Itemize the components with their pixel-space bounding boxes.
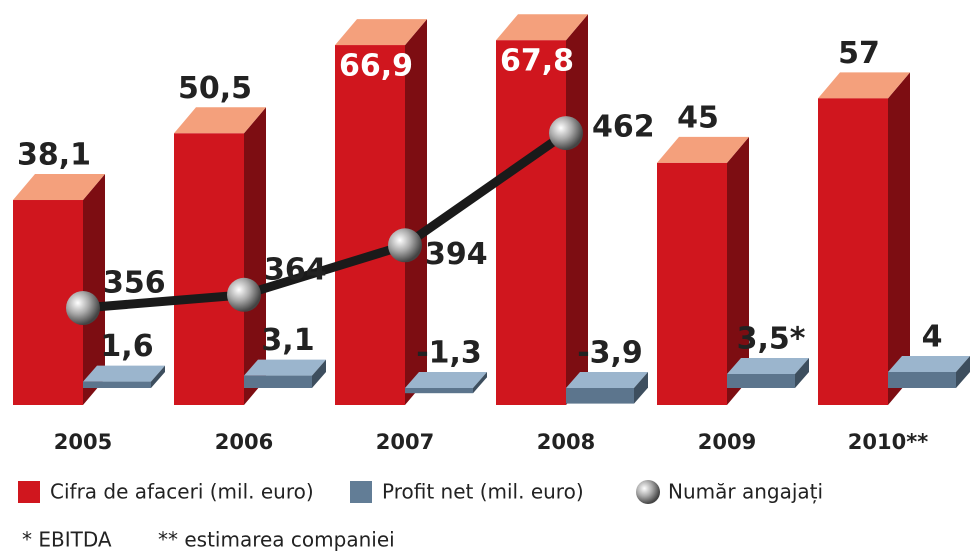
bar-side bbox=[888, 72, 910, 405]
bar bbox=[496, 40, 566, 406]
bar-side bbox=[405, 19, 427, 405]
bar-side bbox=[83, 174, 105, 405]
legend-label: Număr angajați bbox=[668, 480, 823, 504]
value-label: 462 bbox=[592, 110, 655, 145]
value-label: 4 bbox=[922, 320, 943, 355]
value-label: 3,5* bbox=[737, 322, 806, 357]
x-tick-label: 2010** bbox=[848, 430, 928, 454]
legend-label: Cifra de afaceri (mil. euro) bbox=[50, 480, 314, 504]
legend-swatch bbox=[18, 481, 40, 503]
footnote: * EBITDA bbox=[22, 528, 112, 552]
x-tick-label: 2008 bbox=[537, 430, 595, 454]
bar bbox=[818, 98, 888, 405]
bar-top bbox=[83, 365, 165, 382]
x-tick-label: 2006 bbox=[215, 430, 273, 454]
bar-top bbox=[818, 72, 910, 99]
bar-top bbox=[888, 356, 970, 372]
bar-top bbox=[727, 358, 809, 374]
value-label: 394 bbox=[425, 237, 488, 272]
x-tick-label: 2007 bbox=[376, 430, 434, 454]
bar bbox=[244, 375, 312, 388]
bar bbox=[888, 372, 956, 388]
bar-top bbox=[657, 136, 749, 163]
bar-top bbox=[405, 372, 487, 388]
bar-top bbox=[335, 19, 427, 46]
bar-top bbox=[244, 359, 326, 376]
bar bbox=[83, 381, 151, 388]
value-label: 1,6 bbox=[100, 329, 153, 364]
value-label: -3,9 bbox=[577, 336, 643, 371]
x-tick-label: 2009 bbox=[698, 430, 756, 454]
bar bbox=[566, 388, 634, 404]
line-point bbox=[227, 277, 261, 312]
bar-top bbox=[566, 372, 648, 388]
value-label: -1,3 bbox=[416, 336, 482, 371]
bar bbox=[405, 388, 473, 394]
bar-side bbox=[634, 372, 648, 404]
line-point bbox=[549, 116, 583, 151]
legend-swatch bbox=[636, 480, 660, 504]
value-label: 356 bbox=[103, 266, 166, 301]
value-label: 38,1 bbox=[17, 138, 91, 173]
bar bbox=[727, 374, 795, 388]
line bbox=[82, 129, 569, 313]
line-point bbox=[388, 228, 422, 263]
bar-top bbox=[13, 174, 105, 201]
bar bbox=[657, 162, 727, 405]
bar-side bbox=[473, 372, 487, 394]
bar-side bbox=[312, 359, 326, 388]
bar-side bbox=[795, 358, 809, 388]
legend-label: Profit net (mil. euro) bbox=[382, 480, 584, 504]
value-label: 45 bbox=[677, 100, 719, 135]
bar-top bbox=[496, 14, 588, 41]
bar-side bbox=[956, 356, 970, 388]
bar-side bbox=[151, 365, 165, 388]
bar bbox=[174, 133, 244, 405]
line-point bbox=[66, 291, 100, 325]
bar-side bbox=[244, 107, 266, 405]
value-label: 67,8 bbox=[500, 44, 574, 79]
legend-swatch bbox=[350, 481, 372, 503]
value-label: 364 bbox=[264, 252, 327, 287]
value-label: 66,9 bbox=[339, 49, 413, 84]
footnote: ** estimarea companiei bbox=[158, 528, 395, 552]
x-tick-label: 2005 bbox=[54, 430, 112, 454]
bar bbox=[335, 45, 405, 405]
value-label: 57 bbox=[838, 36, 880, 71]
value-label: 50,5 bbox=[178, 71, 252, 106]
bar-side bbox=[566, 14, 588, 406]
value-label: 3,1 bbox=[261, 323, 314, 358]
bar-top bbox=[174, 107, 266, 134]
bar-side bbox=[727, 136, 749, 405]
